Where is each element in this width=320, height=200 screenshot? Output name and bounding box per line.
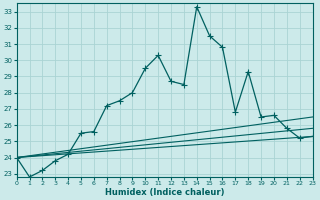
X-axis label: Humidex (Indice chaleur): Humidex (Indice chaleur) <box>105 188 224 197</box>
